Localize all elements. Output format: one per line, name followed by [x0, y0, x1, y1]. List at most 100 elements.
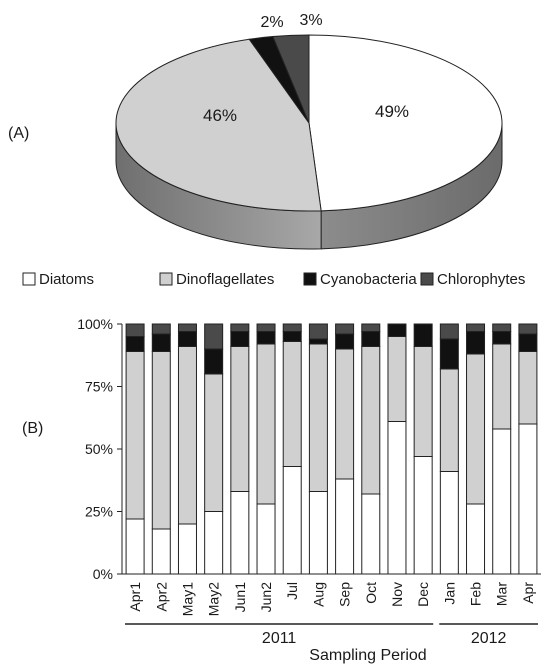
x-axis-title: Sampling Period [309, 647, 426, 664]
bar-segment-cyanobacteria [282, 331, 302, 342]
bar-segment-chlorophytes [282, 323, 302, 332]
y-tick-label: 0% [93, 566, 113, 582]
bar-segment-chlorophytes [230, 323, 250, 332]
bar-segment-cyanobacteria [204, 348, 224, 375]
bar-segment-cyanobacteria [361, 331, 381, 347]
bar-segment-cyanobacteria [335, 333, 355, 350]
bar-segment-chlorophytes [518, 323, 538, 335]
bar-segment-diatoms [204, 511, 224, 575]
legend: Diatoms Dinoflagellates Cyanobacteria Chlor… [22, 271, 525, 288]
bar-segment-cyanobacteria [518, 333, 538, 352]
x-tick-label: Feb [468, 582, 484, 606]
bar-segment-cyanobacteria [387, 323, 407, 337]
legend-swatch-dinoflagellates [159, 272, 173, 286]
panel-label-a: (A) [8, 125, 29, 142]
stacked-bar-chart: 0% 25% 50% 75% 100% Apr1 Apr2 May1 May2 Jun1 Jun2 J… [77, 316, 541, 647]
bar-segment-dinoflagellates [256, 343, 276, 505]
y-tick-label: 50% [85, 441, 113, 457]
bar-segment-diatoms [125, 518, 145, 575]
pie-slice-chlorophytes [272, 34, 310, 124]
pie-label-diatoms: 49% [375, 102, 409, 121]
bar-segment-chlorophytes [308, 323, 328, 340]
bar-segment-cyanobacteria [439, 338, 459, 370]
bar-segment-diatoms [335, 478, 355, 575]
legend-swatch-cyanobacteria [303, 272, 317, 286]
bar-segment-dinoflagellates [230, 346, 250, 492]
x-tick-label: Jan [441, 582, 457, 605]
legend-label-dinoflagellates: Dinoflagellates [176, 271, 274, 288]
y-tick-label: 100% [77, 316, 113, 332]
bar-segment-chlorophytes [466, 323, 486, 332]
x-tick-label: Sep [337, 582, 353, 607]
x-tick-label: Apr2 [153, 582, 169, 612]
bar-segment-dinoflagellates [204, 373, 224, 512]
bar-segment-chlorophytes [492, 323, 512, 332]
bar-segment-cyanobacteria [492, 331, 512, 345]
x-tick-label: Aug [310, 582, 326, 607]
bar-segment-diatoms [151, 528, 171, 575]
bar-segment-chlorophytes [151, 323, 171, 335]
bar-segment-dinoflagellates [282, 341, 302, 467]
bar-segment-dinoflagellates [413, 346, 433, 457]
bar-segment-diatoms [439, 471, 459, 575]
legend-swatch-diatoms [22, 272, 36, 286]
bar-segment-dinoflagellates [335, 348, 355, 480]
x-tick-label: Dec [415, 582, 431, 607]
x-tick-label: May2 [206, 582, 222, 616]
x-tick-label: Jun1 [232, 582, 248, 613]
bar-segment-diatoms [518, 423, 538, 575]
x-tick-label: Jul [284, 582, 300, 600]
bar-segment-diatoms [282, 466, 302, 575]
bar-segment-diatoms [413, 456, 433, 575]
y-tick-label: 75% [85, 379, 113, 395]
bar-segment-diatoms [387, 421, 407, 575]
pie-label-cyanobacteria: 2% [260, 14, 283, 31]
bar-segment-cyanobacteria [230, 331, 250, 347]
bar-segment-diatoms [492, 428, 512, 575]
bar-segment-diatoms [177, 523, 197, 575]
bar-segment-cyanobacteria [413, 323, 433, 347]
bar-segment-dinoflagellates [439, 368, 459, 472]
pie-slice-diatoms [308, 34, 503, 212]
bar-segment-dinoflagellates [387, 336, 407, 422]
bar-segment-chlorophytes [256, 323, 276, 332]
bar-segment-dinoflagellates [177, 346, 197, 525]
year-label-2011: 2011 [262, 630, 297, 647]
y-tick-label: 25% [85, 504, 113, 520]
bar-segment-cyanobacteria [466, 331, 486, 355]
bar-segment-dinoflagellates [466, 353, 486, 505]
legend-label-diatoms: Diatoms [39, 271, 94, 288]
x-tick-label: May1 [179, 582, 195, 616]
bar-segment-dinoflagellates [308, 343, 328, 492]
bar-segment-cyanobacteria [308, 338, 328, 345]
bar-segment-cyanobacteria [125, 336, 145, 352]
bar-segment-dinoflagellates [518, 351, 538, 425]
pie-label-dinoflagellates: 46% [203, 106, 237, 125]
bar-segment-diatoms [361, 493, 381, 575]
bar-segment-dinoflagellates [151, 351, 171, 530]
pie-chart: 49% 46% 2% 3% [115, 12, 503, 250]
bar-segment-diatoms [256, 503, 276, 575]
legend-swatch-chlorophytes [420, 272, 434, 286]
x-tick-label: Apr [520, 582, 536, 604]
bar-segment-chlorophytes [361, 323, 381, 332]
x-tick-label: Jun2 [258, 582, 274, 613]
legend-label-cyanobacteria: Cyanobacteria [320, 271, 417, 288]
legend-label-chlorophytes: Chlorophytes [437, 271, 525, 288]
x-tick-label: Mar [494, 582, 510, 606]
bar-segment-cyanobacteria [256, 331, 276, 345]
x-tick-label: Oct [363, 582, 379, 604]
pie-slice-dinoflagellates [115, 38, 322, 212]
bar-segment-dinoflagellates [361, 346, 381, 495]
bar-segment-cyanobacteria [177, 331, 197, 347]
bar-segment-diatoms [230, 491, 250, 575]
year-label-2012: 2012 [471, 630, 507, 647]
bar-segment-chlorophytes [177, 323, 197, 332]
bar-segment-dinoflagellates [125, 351, 145, 520]
bar-segment-diatoms [466, 503, 486, 575]
bar-segment-chlorophytes [204, 323, 224, 350]
bar-segment-diatoms [308, 491, 328, 575]
bar-segment-cyanobacteria [151, 333, 171, 352]
bar-segment-chlorophytes [125, 323, 145, 337]
